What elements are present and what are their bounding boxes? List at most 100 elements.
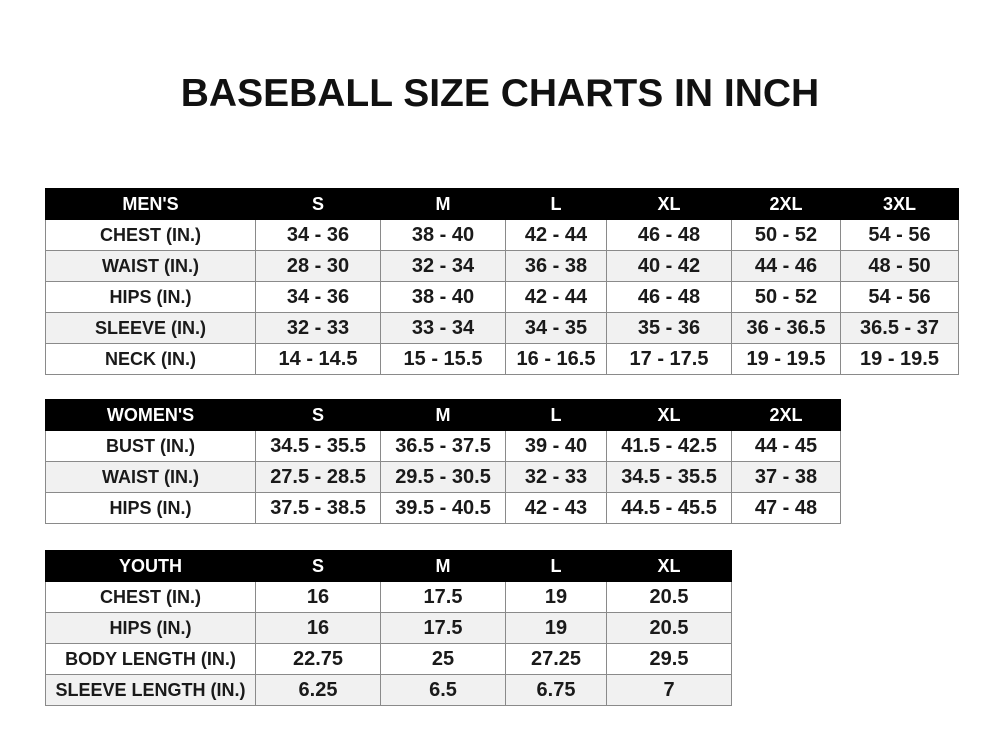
size-value: 40 - 42 bbox=[606, 250, 732, 282]
size-header: 3XL bbox=[840, 188, 959, 220]
measurement-label: WAIST (IN.) bbox=[45, 461, 256, 493]
table-row: BUST (IN.) 34.5 - 35.5 36.5 - 37.5 39 - 40 4… bbox=[45, 430, 841, 462]
size-value: 44.5 - 45.5 bbox=[606, 492, 732, 524]
size-value: 34 - 36 bbox=[255, 219, 381, 251]
size-value: 38 - 40 bbox=[380, 219, 506, 251]
measurement-label: HIPS (IN.) bbox=[45, 492, 256, 524]
size-header: XL bbox=[606, 550, 732, 582]
size-value: 16 bbox=[255, 581, 381, 613]
size-value: 17 - 17.5 bbox=[606, 343, 732, 375]
size-value: 6.75 bbox=[505, 674, 607, 706]
table-row: CHEST (IN.) 16 17.5 19 20.5 bbox=[45, 581, 732, 613]
table-category-header: MEN'S bbox=[45, 188, 256, 220]
size-header: XL bbox=[606, 188, 732, 220]
size-value: 6.25 bbox=[255, 674, 381, 706]
size-value: 36 - 36.5 bbox=[731, 312, 841, 344]
size-value: 32 - 33 bbox=[255, 312, 381, 344]
size-value: 6.5 bbox=[380, 674, 506, 706]
size-value: 36.5 - 37 bbox=[840, 312, 959, 344]
size-value: 54 - 56 bbox=[840, 281, 959, 313]
measurement-label: NECK (IN.) bbox=[45, 343, 256, 375]
size-value: 25 bbox=[380, 643, 506, 675]
size-value: 17.5 bbox=[380, 612, 506, 644]
size-value: 36 - 38 bbox=[505, 250, 607, 282]
size-value: 17.5 bbox=[380, 581, 506, 613]
size-value: 42 - 44 bbox=[505, 219, 607, 251]
table-row: SLEEVE LENGTH (IN.) 6.25 6.5 6.75 7 bbox=[45, 674, 732, 706]
size-header: L bbox=[505, 399, 607, 431]
measurement-label: BUST (IN.) bbox=[45, 430, 256, 462]
size-value: 44 - 45 bbox=[731, 430, 841, 462]
size-value: 19 bbox=[505, 612, 607, 644]
measurement-label: CHEST (IN.) bbox=[45, 219, 256, 251]
size-value: 50 - 52 bbox=[731, 281, 841, 313]
header-row: YOUTH S M L XL bbox=[45, 550, 732, 582]
size-header: M bbox=[380, 550, 506, 582]
size-header: L bbox=[505, 188, 607, 220]
measurement-label: CHEST (IN.) bbox=[45, 581, 256, 613]
size-value: 47 - 48 bbox=[731, 492, 841, 524]
size-header: 2XL bbox=[731, 188, 841, 220]
size-header: L bbox=[505, 550, 607, 582]
size-value: 48 - 50 bbox=[840, 250, 959, 282]
size-header: XL bbox=[606, 399, 732, 431]
table-category-header: YOUTH bbox=[45, 550, 256, 582]
mens-size-table: MEN'S S M L XL 2XL 3XL CHEST (IN.) 34 - 36 38 - 4… bbox=[45, 188, 959, 375]
table-row: HIPS (IN.) 37.5 - 38.5 39.5 - 40.5 42 - 43 4… bbox=[45, 492, 841, 524]
table-row: SLEEVE (IN.) 32 - 33 33 - 34 34 - 35 35 - 36… bbox=[45, 312, 959, 344]
measurement-label: SLEEVE LENGTH (IN.) bbox=[45, 674, 256, 706]
size-value: 46 - 48 bbox=[606, 281, 732, 313]
size-value: 19 - 19.5 bbox=[840, 343, 959, 375]
size-value: 20.5 bbox=[606, 581, 732, 613]
table-row: WAIST (IN.) 28 - 30 32 - 34 36 - 38 40 - 42 4… bbox=[45, 250, 959, 282]
size-value: 19 bbox=[505, 581, 607, 613]
table-row: WAIST (IN.) 27.5 - 28.5 29.5 - 30.5 32 - 33… bbox=[45, 461, 841, 493]
size-value: 19 - 19.5 bbox=[731, 343, 841, 375]
size-value: 42 - 43 bbox=[505, 492, 607, 524]
size-value: 54 - 56 bbox=[840, 219, 959, 251]
size-value: 46 - 48 bbox=[606, 219, 732, 251]
size-value: 27.5 - 28.5 bbox=[255, 461, 381, 493]
table-row: HIPS (IN.) 34 - 36 38 - 40 42 - 44 46 - 48 50… bbox=[45, 281, 959, 313]
womens-size-table: WOMEN'S S M L XL 2XL BUST (IN.) 34.5 - 35.5 36.5… bbox=[45, 399, 841, 524]
measurement-label: SLEEVE (IN.) bbox=[45, 312, 256, 344]
size-value: 42 - 44 bbox=[505, 281, 607, 313]
size-value: 7 bbox=[606, 674, 732, 706]
size-value: 20.5 bbox=[606, 612, 732, 644]
table-category-header: WOMEN'S bbox=[45, 399, 256, 431]
table-row: CHEST (IN.) 34 - 36 38 - 40 42 - 44 46 - 48 5… bbox=[45, 219, 959, 251]
header-row: MEN'S S M L XL 2XL 3XL bbox=[45, 188, 959, 220]
size-value: 16 - 16.5 bbox=[505, 343, 607, 375]
measurement-label: WAIST (IN.) bbox=[45, 250, 256, 282]
size-value: 14 - 14.5 bbox=[255, 343, 381, 375]
size-value: 37.5 - 38.5 bbox=[255, 492, 381, 524]
size-value: 37 - 38 bbox=[731, 461, 841, 493]
size-header: 2XL bbox=[731, 399, 841, 431]
size-value: 29.5 - 30.5 bbox=[380, 461, 506, 493]
table-row: BODY LENGTH (IN.) 22.75 25 27.25 29.5 bbox=[45, 643, 732, 675]
size-header: M bbox=[380, 188, 506, 220]
size-value: 34.5 - 35.5 bbox=[255, 430, 381, 462]
size-value: 27.25 bbox=[505, 643, 607, 675]
size-value: 36.5 - 37.5 bbox=[380, 430, 506, 462]
size-value: 50 - 52 bbox=[731, 219, 841, 251]
size-value: 41.5 - 42.5 bbox=[606, 430, 732, 462]
size-value: 33 - 34 bbox=[380, 312, 506, 344]
size-value: 44 - 46 bbox=[731, 250, 841, 282]
size-value: 32 - 34 bbox=[380, 250, 506, 282]
measurement-label: BODY LENGTH (IN.) bbox=[45, 643, 256, 675]
page-title: BASEBALL SIZE CHARTS IN INCH bbox=[180, 72, 820, 115]
measurement-label: HIPS (IN.) bbox=[45, 612, 256, 644]
size-value: 34.5 - 35.5 bbox=[606, 461, 732, 493]
size-value: 29.5 bbox=[606, 643, 732, 675]
size-header: S bbox=[255, 399, 381, 431]
header-row: WOMEN'S S M L XL 2XL bbox=[45, 399, 841, 431]
size-value: 15 - 15.5 bbox=[380, 343, 506, 375]
size-header: M bbox=[380, 399, 506, 431]
size-value: 28 - 30 bbox=[255, 250, 381, 282]
size-value: 32 - 33 bbox=[505, 461, 607, 493]
size-header: S bbox=[255, 188, 381, 220]
size-value: 34 - 35 bbox=[505, 312, 607, 344]
size-value: 39 - 40 bbox=[505, 430, 607, 462]
size-value: 22.75 bbox=[255, 643, 381, 675]
